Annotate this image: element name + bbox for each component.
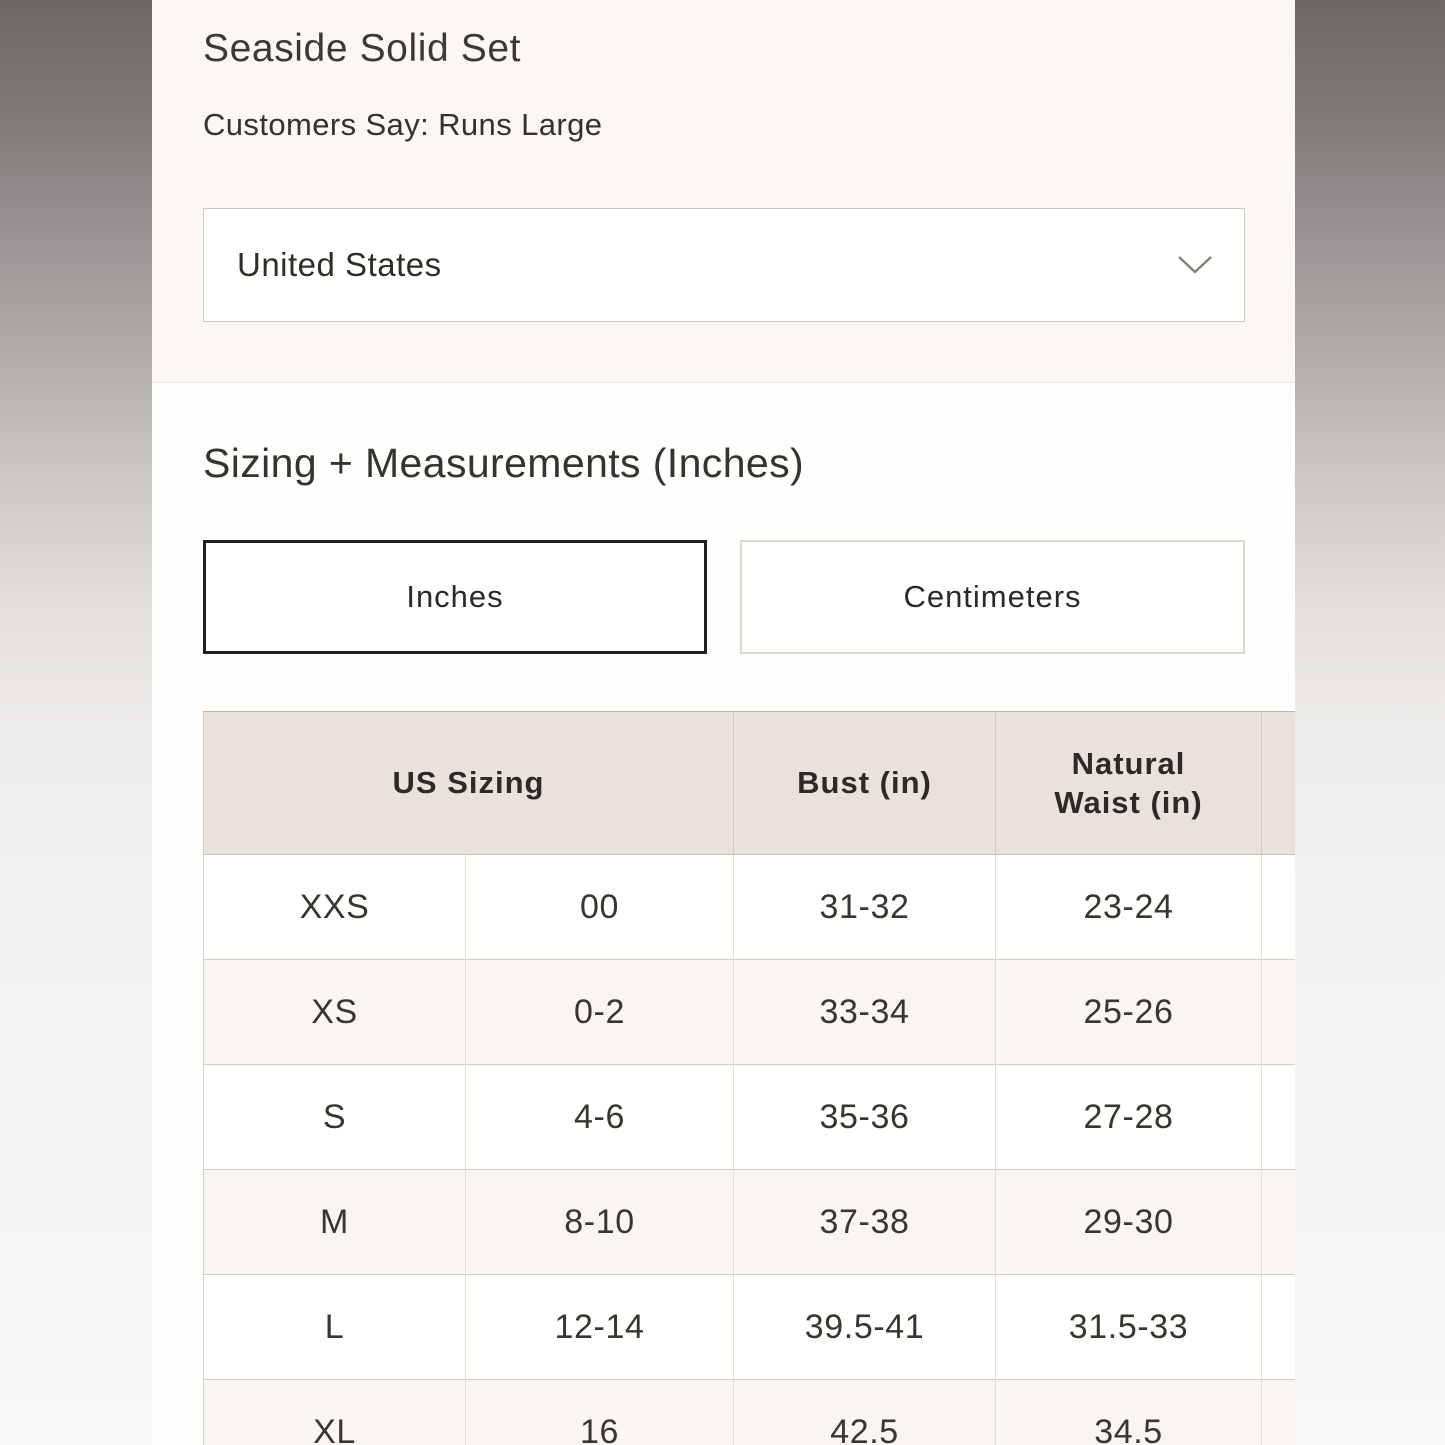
size-label-cell: M (203, 1169, 466, 1275)
bust-cell: 37-38 (733, 1169, 997, 1275)
us-size-cell: 8-10 (464, 1169, 735, 1275)
bust-cell: 35-36 (733, 1064, 997, 1170)
clipped-cell (1261, 1274, 1295, 1380)
table-header-row: US Sizing Bust (in) Natural Waist (in) (203, 711, 1295, 856)
right-gradient-edge (1295, 0, 1445, 1445)
size-table-wrap: US Sizing Bust (in) Natural Waist (in) X… (203, 711, 1295, 1445)
bust-cell: 39.5-41 (733, 1274, 997, 1380)
clipped-cell (1261, 1379, 1295, 1445)
bust-cell: 42.5 (733, 1379, 997, 1445)
page-title: Seaside Solid Set (203, 27, 522, 70)
table-row: XS 0-2 33-34 25-26 (203, 959, 1295, 1065)
section-heading: Sizing + Measurements (Inches) (203, 440, 805, 486)
clipped-cell (1261, 1064, 1295, 1170)
table-header-us-sizing: US Sizing (203, 711, 735, 856)
clipped-cell (1261, 1169, 1295, 1275)
centimeters-button[interactable]: Centimeters (740, 540, 1245, 655)
waist-cell: 23-24 (995, 854, 1263, 960)
us-size-cell: 16 (464, 1379, 735, 1445)
inches-button[interactable]: Inches (203, 540, 707, 655)
sizing-section: Sizing + Measurements (Inches) Inches Ce… (152, 439, 1295, 1445)
size-label-cell: L (203, 1274, 466, 1380)
table-header-clipped-column (1261, 711, 1295, 856)
waist-cell: 29-30 (995, 1169, 1263, 1275)
left-gradient-edge (0, 0, 152, 1445)
size-label-cell: XS (203, 959, 466, 1065)
us-size-cell: 12-14 (464, 1274, 735, 1380)
fit-note: Customers Say: Runs Large (203, 106, 603, 142)
size-guide-panel: Seaside Solid Set Customers Say: Runs La… (152, 0, 1295, 1445)
unit-toggle: Inches Centimeters (203, 540, 1295, 655)
country-select-value: United States (237, 246, 442, 283)
us-size-cell: 00 (464, 854, 735, 960)
waist-cell: 27-28 (995, 1064, 1263, 1170)
country-select[interactable]: United States (203, 208, 1245, 322)
waist-cell: 31.5-33 (995, 1274, 1263, 1380)
table-row: S 4-6 35-36 27-28 (203, 1064, 1295, 1170)
chevron-down-icon (1176, 254, 1214, 276)
size-table: US Sizing Bust (in) Natural Waist (in) X… (203, 711, 1295, 1445)
bust-cell: 31-32 (733, 854, 997, 960)
table-row: L 12-14 39.5-41 31.5-33 (203, 1274, 1295, 1380)
table-row: XL 16 42.5 34.5 (203, 1379, 1295, 1445)
size-guide-header-section: Seaside Solid Set Customers Say: Runs La… (152, 0, 1295, 383)
us-size-cell: 0-2 (464, 959, 735, 1065)
clipped-cell (1261, 854, 1295, 960)
table-row: M 8-10 37-38 29-30 (203, 1169, 1295, 1275)
us-size-cell: 4-6 (464, 1064, 735, 1170)
table-header-bust: Bust (in) (733, 711, 997, 856)
bust-cell: 33-34 (733, 959, 997, 1065)
table-header-natural-waist: Natural Waist (in) (995, 711, 1263, 856)
size-label-cell: XL (203, 1379, 466, 1445)
size-label-cell: XXS (203, 854, 466, 960)
waist-cell: 34.5 (995, 1379, 1263, 1445)
waist-cell: 25-26 (995, 959, 1263, 1065)
size-label-cell: S (203, 1064, 466, 1170)
clipped-cell (1261, 959, 1295, 1065)
table-row: XXS 00 31-32 23-24 (203, 854, 1295, 960)
